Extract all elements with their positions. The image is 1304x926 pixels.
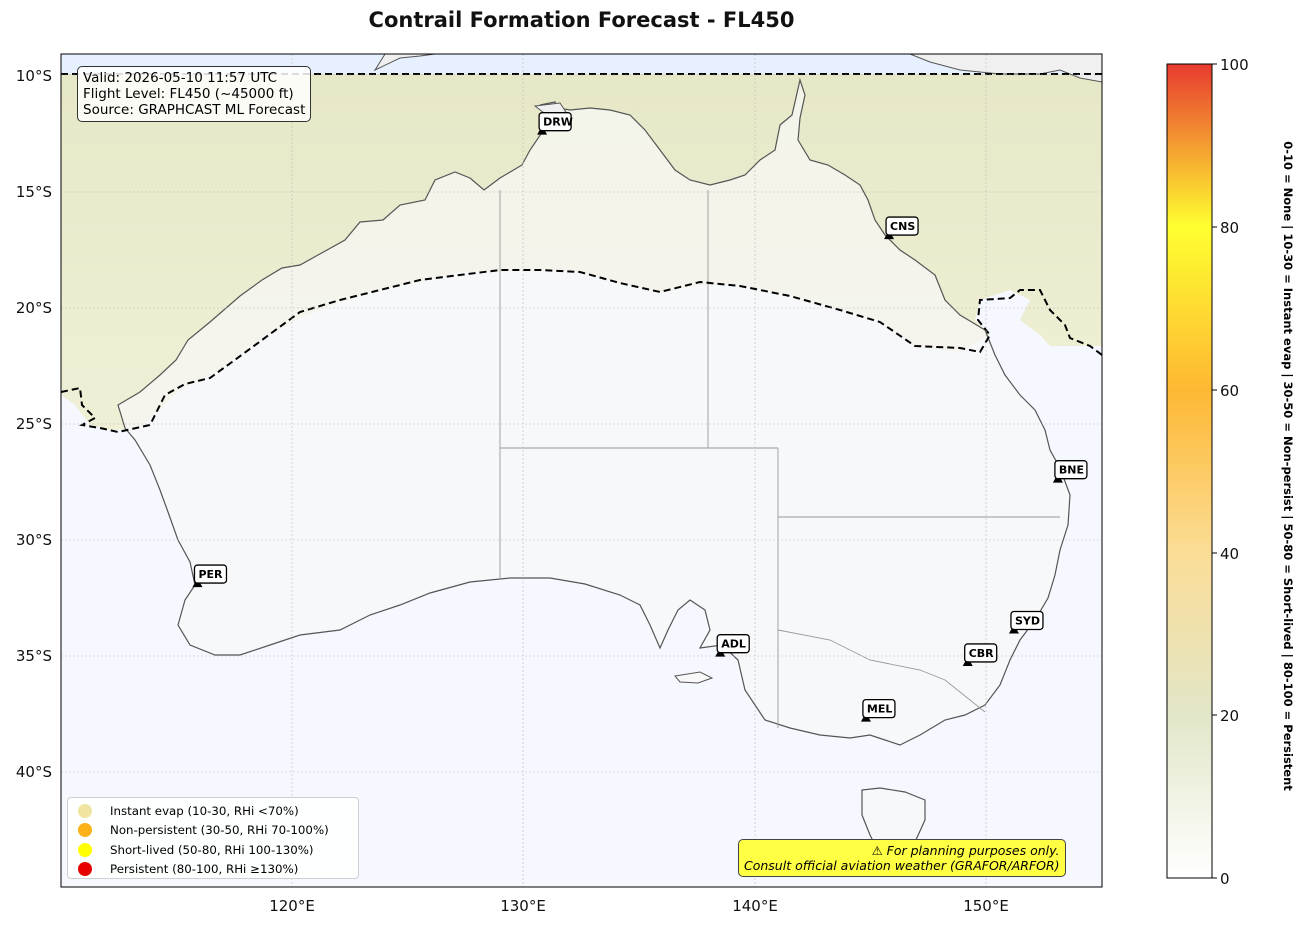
papua-new-guinea-coast [909, 54, 1102, 83]
colorbar: 0 20 40 60 80 100 [1166, 56, 1249, 888]
airport-label-box [862, 698, 896, 719]
lat-tick: 15°S [16, 183, 52, 201]
latitude-axis: 10°S 15°S 20°S 25°S 30°S 35°S 40°S [16, 67, 52, 781]
airport-label-box [885, 216, 919, 236]
disclaimer-line: ⚠ For planning purposes only. [871, 843, 1060, 858]
gridlines [61, 54, 1102, 887]
lat-tick: 35°S [16, 647, 52, 665]
airport-label-box [193, 564, 228, 584]
airport-code-label: ADL [721, 638, 746, 651]
legend-label: Instant evap (10-30, RHi <70%) [110, 803, 299, 818]
legend-item: Non-persistent (30-50, RHi 70-100%) [78, 821, 358, 841]
colorbar-label: 0-10 = None | 10-30 = Instant evap | 30-… [1281, 141, 1295, 791]
airport-code-label: CNS [890, 220, 915, 233]
airport-label-box [964, 643, 998, 663]
valid-time: Valid: 2026-05-10 11:57 UTC [83, 70, 278, 86]
lat-tick: 25°S [16, 415, 52, 433]
airport-marker-cbr[interactable]: CBR [962, 643, 998, 666]
legend: Instant evap (10-30, RHi <70%) Non-persi… [67, 797, 359, 879]
airport-code-label: DRW [543, 116, 573, 129]
airport-label-box [716, 634, 750, 654]
lat-tick: 20°S [16, 299, 52, 317]
airport-label-box [1054, 460, 1088, 480]
colorbar-tick: 100 [1220, 56, 1249, 74]
forecast-info-box: Valid: 2026-05-10 11:57 UTC Flight Level… [77, 66, 312, 122]
airport-marker-per[interactable]: PER [192, 564, 228, 588]
airport-code-label: MEL [867, 703, 892, 716]
legend-item: Short-lived (50-80, RHi 100-130%) [78, 840, 358, 860]
lon-tick: 140°E [732, 897, 778, 915]
colorbar-tick: 0 [1220, 870, 1230, 888]
northern-strip [61, 54, 1102, 74]
colorbar-tick: 60 [1220, 382, 1239, 400]
flight-level: Flight Level: FL450 (~45000 ft) [83, 86, 294, 102]
airport-code-label: SYD [1015, 614, 1040, 627]
colorbar-tick: 40 [1220, 545, 1239, 563]
legend-label: Persistent (80-100, RHi ≥130%) [110, 862, 299, 877]
map-frame [60, 53, 1103, 888]
lon-tick: 130°E [500, 897, 546, 915]
legend-dot-icon [78, 803, 92, 818]
disclaimer-line: Consult official aviation weather (GRAFO… [744, 858, 1060, 873]
legend-dot-icon [78, 862, 92, 877]
airport-label-box [538, 112, 572, 132]
australia-land [117, 77, 1071, 746]
forecast-source: Source: GRAPHCAST ML Forecast [83, 102, 306, 118]
kangaroo-island [674, 671, 714, 684]
map-area[interactable]: DRW CNS BNE PER ADL SYD CBR MEL [61, 54, 1102, 887]
lat-tick: 40°S [16, 763, 52, 781]
legend-item: Instant evap (10-30, RHi <70%) [78, 801, 358, 821]
airport-label-box [1010, 610, 1044, 631]
legend-label: Short-lived (50-80, RHi 100-130%) [110, 842, 314, 857]
airport-markers: DRW CNS BNE PER ADL SYD CBR MEL [192, 112, 1088, 722]
colorbar-gradient [1166, 63, 1213, 879]
lat-tick: 30°S [16, 531, 52, 549]
airport-marker-bne[interactable]: BNE [1052, 460, 1088, 483]
airport-code-label: PER [198, 568, 223, 581]
legend-item: Persistent (80-100, RHi ≥130%) [78, 860, 358, 880]
map-title: Contrail Formation Forecast - FL450 [368, 8, 795, 32]
legend-label: Non-persistent (30-50, RHi 70-100%) [110, 823, 329, 838]
legend-dot-icon [78, 842, 92, 857]
legend-dot-icon [78, 823, 92, 838]
contrail-boundary-south [61, 269, 1102, 434]
airport-marker-adl[interactable]: ADL [715, 634, 750, 657]
airport-code-label: BNE [1059, 464, 1084, 477]
airport-marker-drw[interactable]: DRW [537, 112, 573, 135]
state-borders [499, 190, 1060, 728]
timor-coast [373, 54, 436, 72]
airport-marker-mel[interactable]: MEL [860, 698, 896, 722]
airport-marker-syd[interactable]: SYD [1008, 610, 1044, 634]
airport-marker-cns[interactable]: CNS [884, 216, 919, 240]
disclaimer-box: ⚠ For planning purposes only. Consult of… [738, 839, 1066, 877]
airport-code-label: CBR [969, 647, 994, 660]
lat-tick: 10°S [16, 67, 52, 85]
lon-tick: 120°E [269, 897, 315, 915]
longitude-axis: 120°E 130°E 140°E 150°E [269, 897, 1009, 915]
colorbar-tick: 20 [1220, 707, 1239, 725]
lon-tick: 150°E [963, 897, 1009, 915]
colorbar-tick: 80 [1220, 219, 1239, 237]
